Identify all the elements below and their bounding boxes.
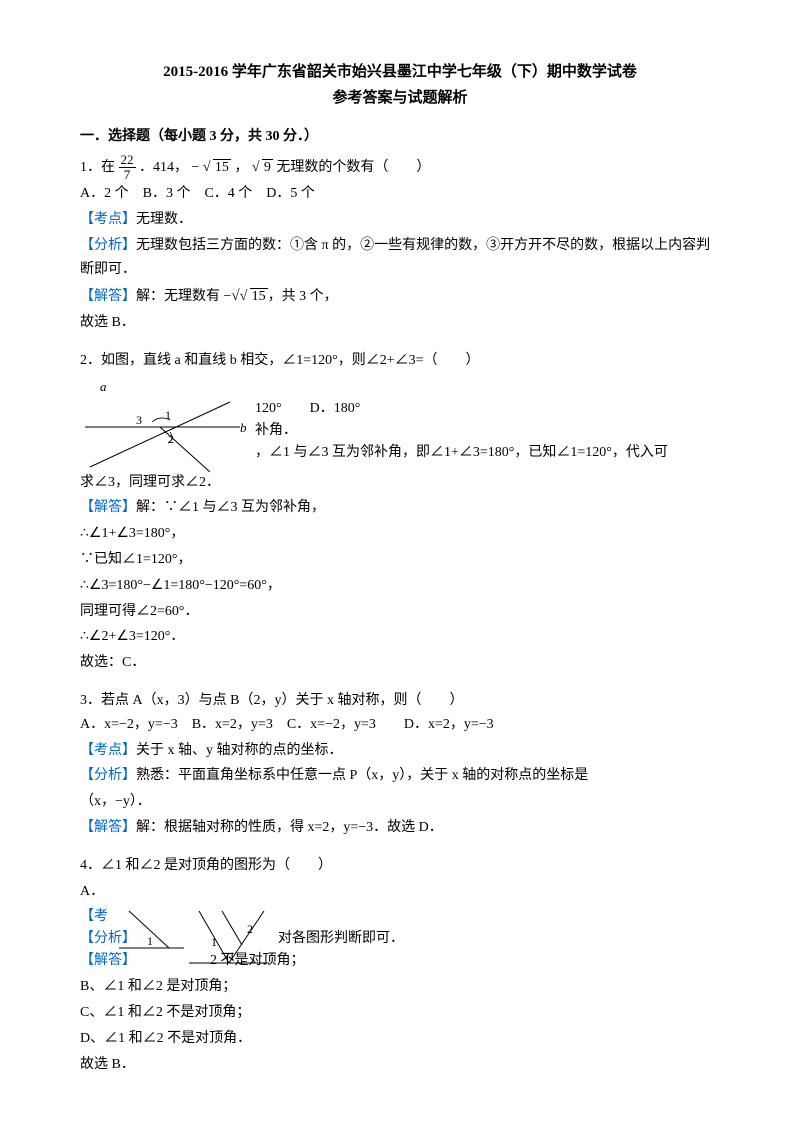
q3-jd-label: 【解答】 [80,820,136,835]
q4-b: B、∠1 和∠2 是对顶角； [80,975,720,999]
q2-l6: 故选：C． [80,651,720,675]
q3-kd-text: 关于 x 轴、y 轴对称的点的坐标． [136,743,343,758]
q4-figure-row: 【考 【分析】 【解答】 1 1 2 1 对各图形判断即可． 2 不是对顶角； [80,903,720,973]
section-heading: 一．选择题（每小题 3 分，共 30 分．） [80,125,720,149]
q4-kd-label: 【考 [80,905,108,929]
q2-l1: ∴∠1+∠3=180°， [80,522,720,546]
q1-frac-den: 7 [119,168,136,182]
q1-jd-c: 故选 B． [80,311,720,335]
q4-f2-lbl1: 1 [211,935,217,949]
q1-stem-b: ．414， [139,160,188,175]
page-title: 2015-2016 学年广东省韶关市始兴县墨江中学七年级（下）期中数学试卷 [80,60,720,86]
q1-fx-text: 无理数包括三方面的数：①含 π 的，②一些有规律的数，③开方开不尽的数，根据以上… [80,238,710,277]
q3-fx: 【分析】熟悉：平面直角坐标系中任意一点 P（x，y），关于 x 轴的对称点的坐标… [80,764,720,788]
q4-jd-tail: 2 不是对顶角； [210,949,305,973]
q4-c: C、∠1 和∠2 不是对顶角； [80,1001,720,1025]
q1-rad1: 15 [213,159,231,175]
q1-sqrt9: 9 [252,156,273,180]
question-3-stem: 3．若点 A（x，3）与点 B（2，y）关于 x 轴对称，则（ ） [80,689,720,713]
q2-line-a [90,402,230,467]
q3-jd: 【解答】解：根据轴对称的性质，得 x=2，y=−3．故选 D． [80,816,720,840]
page-subtitle: 参考答案与试题解析 [80,86,720,112]
q2-l5: ∴∠2+∠3=120°． [80,625,720,649]
q2-label-a: a [100,379,107,394]
q1-jd-sqrt-outer: √ [231,288,239,304]
q1-options: A．2 个 B．3 个 C．4 个 D．5 个 [80,182,720,206]
question-2-stem: 2．如图，直线 a 和直线 b 相交，∠1=120°，则∠2+∠3=（ ） [80,349,720,373]
q1-jd-b: ，共 3 个， [268,289,338,304]
q2-label-b: b [240,420,247,435]
q2-l3: ∴∠3=180°−∠1=180°−120°=60°， [80,574,720,598]
q2-kd-tail: 补角． [255,419,297,443]
q2-ang3: 3 [136,413,142,427]
q2-l4: 同理可得∠2=60°． [80,600,720,624]
q1-fenxi: 【分析】无理数包括三方面的数：①含 π 的，②一些有规律的数，③开方开不尽的数，… [80,234,720,282]
q1-kaodian: 【考点】无理数． [80,208,720,232]
q1-rad2: 9 [262,159,273,175]
q1-frac-num: 22 [119,153,136,168]
kaodian-label: 【考点】 [80,212,136,227]
q3-jd-text: 解：根据轴对称的性质，得 x=2，y=−3．故选 D． [136,820,443,835]
q2-figure-row: a b 1 2 3 120° D．180° 补角． ，∠1 与∠3 互为邻补角，… [80,373,720,469]
question-1: 1．在 22 7 ．414， − 15 ， 9 无理数的个数有（ ） [80,153,720,183]
q4-d: D、∠1 和∠2 不是对顶角． [80,1027,720,1051]
jieda-label: 【解答】 [80,289,136,304]
q2-ang1: 1 [165,408,171,422]
q2-opt-cd: 120° D．180° [255,397,360,421]
q2-figure: a b 1 2 3 [80,377,250,473]
q4-f2-d3 [222,911,242,945]
q1-jd-a: 解：无理数有 − [136,289,231,304]
q2-jd-label: 【解答】 [80,500,136,515]
q1-fraction: 22 7 [119,153,136,183]
q1-jieda: 【解答】解：无理数有 −√ 15，共 3 个， [80,284,720,310]
q2-fx-tail: ，∠1 与∠3 互为邻补角，即∠1+∠3=180°，已知∠1=120°，代入可 [255,441,668,465]
q1-stem-c: ， [234,160,248,175]
q2-jd1: 解：∵∠1 与∠3 互为邻补角， [136,500,325,515]
q4-fx-tail: 对各图形判断即可． [278,927,404,951]
q1-jd-sqrt: 15 [240,285,268,309]
q2-jd: 【解答】解：∵∠1 与∠3 互为邻补角， [80,496,720,520]
q2-fx2: 求∠3，同理可求∠2． [80,471,720,495]
q3-kd: 【考点】关于 x 轴、y 轴对称的点的坐标． [80,739,720,763]
q4-e: 故选 B． [80,1053,720,1077]
q4-optA: A． [80,880,720,904]
fenxi-label: 【分析】 [80,238,136,253]
q2-l2: ∵已知∠1=120°， [80,548,720,572]
q3-options: A．x=−2，y=−3 B．x=2，y=3 C．x=−2，y=3 D．x=2，y… [80,713,720,737]
question-4-stem: 4．∠1 和∠2 是对顶角的图形为（ ） [80,854,720,878]
q1-jd-rad: 15 [250,288,268,304]
q3-fx1: 熟悉：平面直角坐标系中任意一点 P（x，y），关于 x 轴的对称点的坐标是 [136,768,588,783]
q3-kd-label: 【考点】 [80,743,136,758]
q4-f2-lbl2: 2 [247,922,253,936]
q4-f1-lbl1: 1 [147,934,153,948]
q3-fx2: （x，−y）． [80,790,720,814]
q1-sqrt15: 15 [203,156,231,180]
q3-fx-label: 【分析】 [80,768,136,783]
q1-neg: − [192,160,200,175]
q1-stem-a: 1．在 [80,160,115,175]
q1-kd-text: 无理数． [136,212,192,227]
q1-stem-d: 无理数的个数有（ ） [276,160,430,175]
